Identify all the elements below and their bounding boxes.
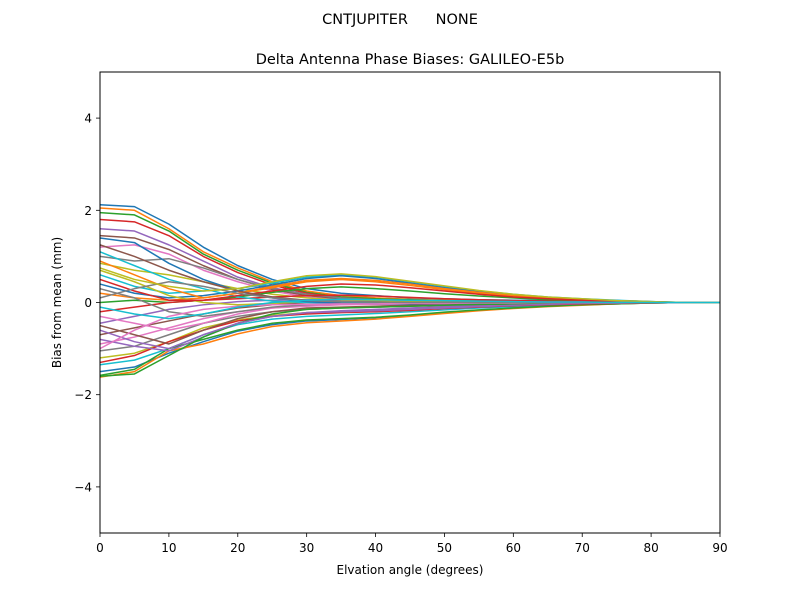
series-line-39	[99, 267, 720, 304]
x-tick-label: 30	[299, 541, 314, 555]
figure-suptitle: CNTJUPITER NONE	[322, 12, 478, 28]
plot-frame	[99, 71, 721, 534]
y-axis-label: Bias from mean (mm)	[50, 237, 64, 368]
x-tick-label: 20	[230, 541, 245, 555]
x-tick-label: 80	[643, 541, 658, 555]
x-tick-label: 50	[437, 541, 452, 555]
plot-area	[99, 204, 720, 378]
axis-ticks: 0 10 20 30 40 50 60 70 80 90 −4 −2 0 2 4	[74, 112, 727, 555]
x-tick-label: 90	[712, 541, 727, 555]
x-tick-label: 40	[368, 541, 383, 555]
chart-title: Delta Antenna Phase Biases: GALILEO-E5b	[256, 52, 565, 68]
y-tick-label: 4	[84, 112, 92, 126]
x-tick-label: 10	[161, 541, 176, 555]
y-tick-label: 0	[84, 296, 92, 310]
y-tick-label: −2	[74, 388, 92, 402]
x-tick-label: 0	[96, 541, 104, 555]
series-line-40	[99, 298, 720, 320]
y-tick-label: 2	[84, 204, 92, 218]
y-tick-label: −4	[74, 480, 92, 494]
x-tick-label: 70	[575, 541, 590, 555]
x-tick-label: 60	[506, 541, 521, 555]
x-axis-label: Elvation angle (degrees)	[337, 563, 484, 577]
